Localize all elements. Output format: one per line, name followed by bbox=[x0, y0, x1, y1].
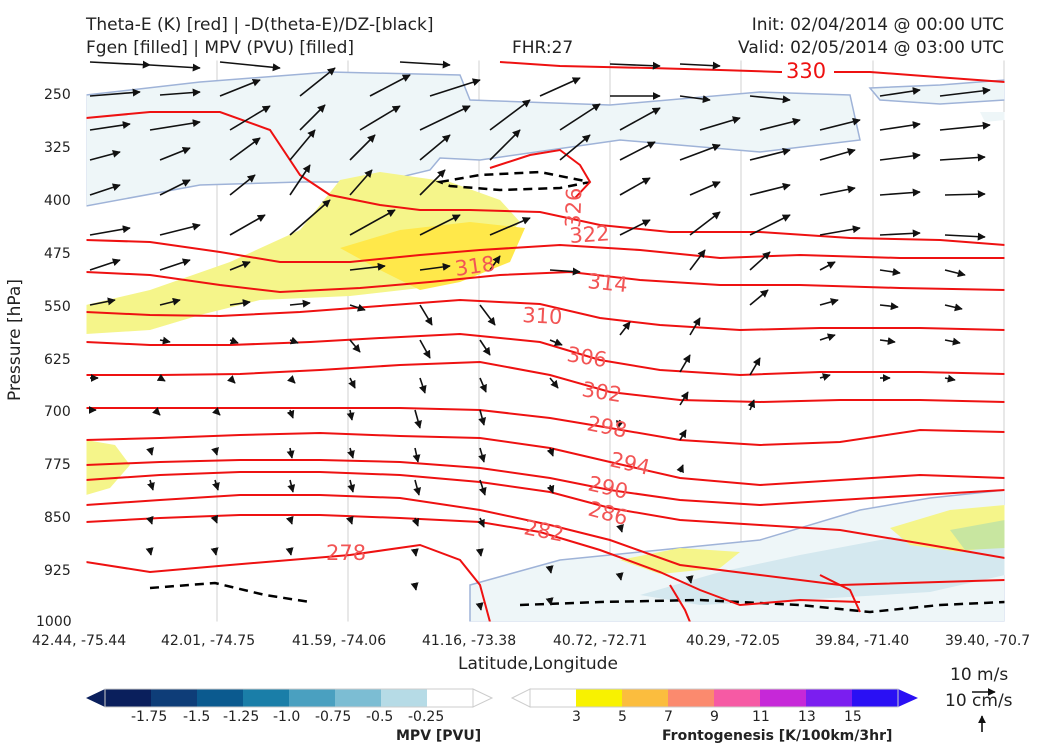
x-tick-label: 41.16, -73.38 bbox=[422, 633, 517, 649]
x-tick-label: 39.84, -71.40 bbox=[815, 633, 910, 649]
mpv-fill-upper bbox=[86, 71, 861, 207]
reference-vector-vertical-label: 10 cm/s bbox=[945, 691, 1013, 711]
fgen-tick-label: 11 bbox=[752, 709, 770, 725]
x-tick-label: 41.59, -74.06 bbox=[292, 633, 387, 649]
header-valid-time: Valid: 02/05/2014 @ 03:00 UTC bbox=[738, 38, 1004, 58]
mpv-tick-label: -0.25 bbox=[408, 709, 445, 725]
plot-frame bbox=[85, 59, 1006, 623]
header-fgen-line: Fgen [filled] | MPV (PVU) [filled] bbox=[86, 38, 355, 58]
fgen-tick-label: 9 bbox=[710, 709, 719, 725]
x-tick-label: 42.01, -74.75 bbox=[161, 633, 256, 649]
mpv-colorbar bbox=[86, 688, 494, 708]
mpv-tick-label: -1.25 bbox=[223, 709, 260, 725]
mpv-fill-upper-right bbox=[868, 79, 1005, 105]
y-tick-label: 250 bbox=[44, 87, 71, 103]
contour-label-330: 330 bbox=[786, 59, 826, 83]
y-tick-label: 625 bbox=[44, 352, 71, 368]
mpv-tick-label: -1.75 bbox=[131, 709, 168, 725]
contour-label-326: 326 bbox=[561, 187, 586, 228]
y-tick-label: 1000 bbox=[36, 614, 72, 630]
fgen-tick-label: 7 bbox=[664, 709, 673, 725]
wind-vectors bbox=[88, 60, 991, 611]
fgen-fill-lower-green bbox=[950, 520, 1005, 550]
x-tick-label: 42.44, -75.44 bbox=[32, 633, 127, 649]
fgen-fill-mid bbox=[86, 172, 520, 334]
fgen-fill-core bbox=[340, 222, 525, 290]
contour-label-278: 278 bbox=[326, 541, 366, 565]
reference-vector-horizontal-label: 10 m/s bbox=[950, 665, 1009, 685]
mpv-colorbar-title: MPV [PVU] bbox=[396, 728, 482, 744]
fgen-colorbar-title: Frontogenesis [K/100km/3hr] bbox=[662, 728, 893, 744]
contour-label-322: 322 bbox=[569, 221, 611, 248]
reference-vector-arrows bbox=[972, 688, 996, 732]
y-tick-label: 925 bbox=[44, 563, 71, 579]
mpv-tick-label: -0.75 bbox=[315, 709, 352, 725]
fgen-tick-label: 13 bbox=[798, 709, 816, 725]
x-axis-title: Latitude,Longitude bbox=[458, 654, 618, 674]
x-tick-label: 40.29, -72.05 bbox=[686, 633, 781, 649]
contour-label-310: 310 bbox=[522, 303, 563, 329]
y-tick-label: 400 bbox=[44, 193, 71, 209]
x-tick-label: 40.72, -72.71 bbox=[553, 633, 648, 649]
contour-label-314: 314 bbox=[586, 269, 628, 297]
header-theta-e-line: Theta-E (K) [red] | -D(theta-E)/DZ-[blac… bbox=[86, 15, 434, 35]
fgen-tick-label: 5 bbox=[618, 709, 627, 725]
theta-e-contours bbox=[86, 61, 1005, 622]
fgen-colorbar bbox=[510, 688, 918, 708]
mpv-fill-upper-right2 bbox=[980, 112, 1005, 122]
x-tick-label: 39.40, -70.7 bbox=[945, 633, 1031, 649]
dthetae-dz-contours bbox=[149, 170, 1005, 614]
mpv-tick-label: -1.0 bbox=[273, 709, 301, 725]
mpv-tick-label: -1.5 bbox=[183, 709, 211, 725]
fgen-tick-label: 15 bbox=[844, 709, 862, 725]
y-tick-label: 325 bbox=[44, 140, 71, 156]
fgen-fill-left bbox=[86, 440, 130, 495]
fgen-tick-label: 3 bbox=[572, 709, 581, 725]
y-tick-label: 550 bbox=[44, 299, 71, 315]
mpv-tick-label: -0.5 bbox=[366, 709, 394, 725]
contour-label-318: 318 bbox=[453, 252, 496, 281]
header-fhr: FHR:27 bbox=[512, 38, 574, 58]
y-tick-label: 775 bbox=[44, 457, 71, 473]
y-tick-label: 850 bbox=[44, 510, 71, 526]
header-init-time: Init: 02/04/2014 @ 00:00 UTC bbox=[751, 15, 1004, 35]
y-tick-label: 475 bbox=[44, 246, 71, 262]
y-tick-label: 700 bbox=[44, 404, 71, 420]
